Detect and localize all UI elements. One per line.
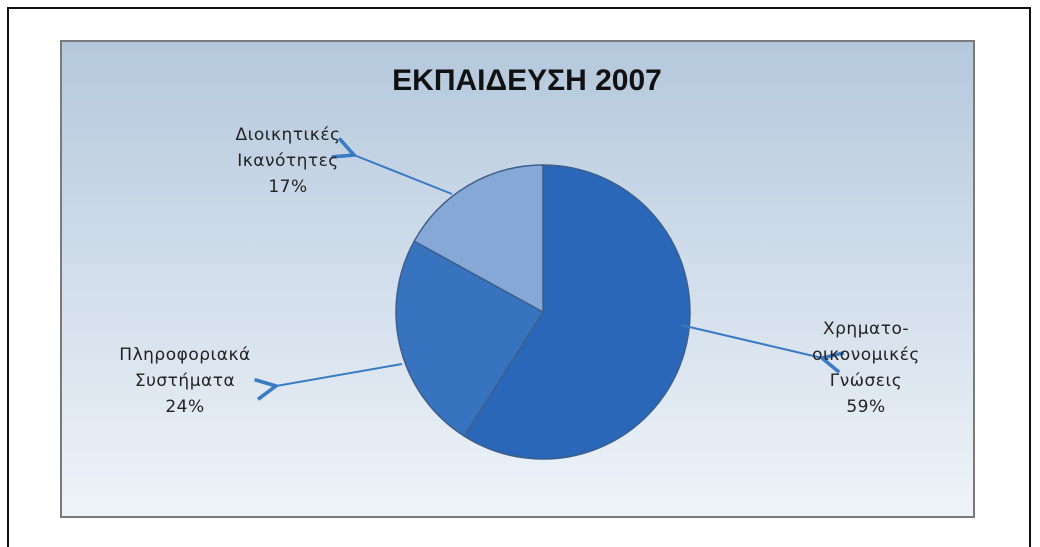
leader-arrow — [680, 324, 822, 358]
pie-slice — [463, 164, 691, 460]
category-name: Χρηματο- οικονομικές Γνώσεις — [812, 319, 920, 391]
leader-arrow — [276, 363, 403, 386]
frame — [7, 7, 1031, 547]
pie-slice — [413, 164, 544, 314]
chart-title: ΕΚΠΑΙΔΕΥΣΗ 2007 — [392, 64, 662, 97]
value-label: 24% — [165, 397, 205, 417]
category-name: Διοικητικές Ικανότητες — [235, 125, 341, 171]
pie — [395, 164, 691, 460]
pie-slice — [395, 240, 545, 438]
slice-label: Πληροφοριακά Συστήματα 24% — [119, 342, 250, 420]
leader-arrow — [354, 155, 453, 195]
value-label: 17% — [268, 177, 308, 197]
value-label: 59% — [846, 397, 886, 417]
category-name: Πληροφοριακά Συστήματα — [119, 345, 251, 391]
slice-label: Διοικητικές Ικανότητες 17% — [235, 122, 340, 200]
slice-label: Χρηματο- οικονομικές Γνώσεις 59% — [812, 316, 920, 420]
